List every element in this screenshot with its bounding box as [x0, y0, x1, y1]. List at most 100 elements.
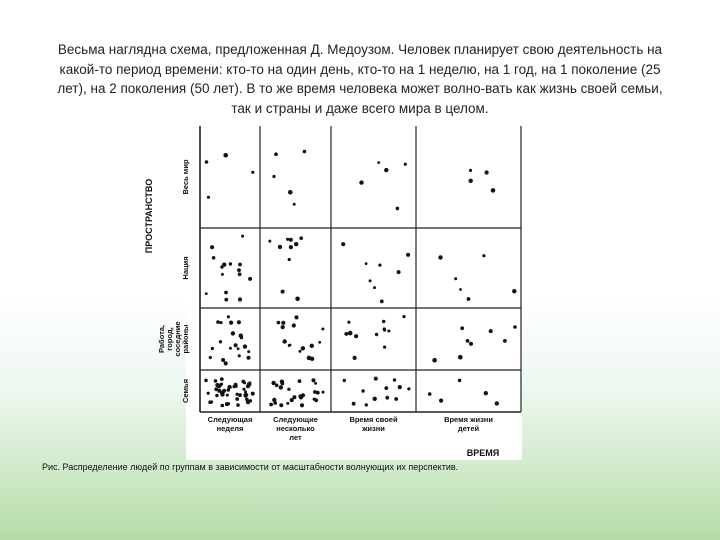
person-dot — [347, 330, 353, 336]
person-dot — [407, 387, 411, 391]
column-label: Время своей — [349, 415, 398, 424]
person-dot — [208, 400, 212, 405]
person-dot — [280, 381, 285, 386]
person-dot — [512, 289, 517, 294]
person-dot — [242, 387, 246, 391]
person-dot — [454, 277, 458, 281]
person-dot — [314, 398, 319, 403]
person-dot — [468, 341, 474, 346]
row-label: город, — [165, 327, 174, 351]
person-dot — [219, 390, 225, 395]
person-dot — [224, 290, 228, 295]
row-label: районы — [181, 325, 190, 354]
person-dot — [513, 325, 517, 329]
person-dot — [397, 385, 402, 390]
person-dot — [210, 245, 215, 250]
column-label: лет — [289, 433, 302, 442]
person-dot — [226, 402, 231, 406]
column-label: детей — [458, 424, 480, 433]
row-label: Нация — [181, 256, 190, 279]
person-dot — [298, 349, 302, 353]
person-dot — [245, 384, 251, 389]
row-label: Весь мир — [181, 159, 190, 195]
person-dot — [276, 320, 281, 325]
column-label: Время жизни — [444, 415, 493, 424]
person-dot — [217, 384, 221, 389]
person-dot — [272, 397, 277, 403]
person-dot — [225, 393, 229, 397]
person-dot — [468, 168, 473, 172]
person-dot — [351, 401, 356, 406]
figure-caption: Рис. Распределение людей по группам в за… — [42, 462, 459, 472]
person-dot — [352, 355, 357, 360]
figure-background — [186, 126, 522, 460]
person-dot — [277, 244, 283, 250]
dots-layer — [204, 149, 517, 408]
person-dot — [395, 206, 400, 211]
person-dot — [302, 149, 307, 154]
person-dot — [295, 296, 300, 302]
person-dot — [384, 167, 389, 173]
person-dot — [211, 256, 216, 260]
person-dot — [274, 383, 279, 388]
person-dot — [427, 392, 432, 396]
person-dot — [279, 403, 284, 408]
person-dot — [372, 396, 377, 401]
person-dot — [241, 234, 245, 238]
person-dot — [208, 355, 212, 360]
person-dot — [269, 402, 273, 407]
person-dot — [383, 345, 387, 349]
person-dot — [223, 153, 228, 158]
person-dot — [364, 403, 368, 407]
person-dot — [244, 390, 248, 394]
person-dot — [438, 255, 443, 260]
person-dot — [457, 378, 462, 383]
person-dot — [313, 390, 317, 394]
person-dot — [281, 320, 286, 325]
person-dot — [216, 320, 220, 324]
person-dot — [273, 401, 277, 405]
person-dot — [280, 289, 285, 294]
person-dot — [218, 340, 223, 344]
person-dot — [247, 350, 251, 354]
person-dot — [280, 325, 285, 330]
person-dot — [235, 392, 239, 396]
person-dot — [248, 381, 252, 385]
column-label: Следующая — [208, 415, 253, 424]
person-dot — [226, 315, 230, 319]
person-dot — [237, 297, 243, 302]
distribution-diagram: Весь мир Нация Работа, город, соседние районы… — [144, 126, 522, 460]
person-dot — [288, 343, 292, 347]
person-dot — [465, 339, 470, 343]
person-dot — [299, 403, 305, 408]
person-dot — [237, 354, 241, 358]
person-dot — [396, 270, 401, 275]
y-axis-title: ПРОСТРАНСТВО — [144, 179, 154, 253]
person-dot — [220, 403, 225, 408]
person-dot — [488, 329, 493, 334]
person-dot — [229, 320, 234, 325]
person-dot — [204, 292, 208, 295]
person-dot — [378, 263, 382, 267]
person-dot — [294, 315, 299, 320]
person-dot — [286, 237, 290, 241]
person-dot — [214, 387, 219, 392]
person-dot — [219, 321, 223, 325]
person-dot — [402, 315, 406, 319]
person-dot — [342, 378, 346, 383]
column-label: жизни — [361, 424, 385, 433]
person-dot — [228, 346, 232, 350]
person-dot — [282, 339, 287, 344]
person-dot — [311, 378, 316, 383]
person-dot — [228, 262, 233, 266]
column-label: неделя — [217, 424, 244, 433]
person-dot — [246, 355, 251, 360]
person-dot — [297, 379, 302, 383]
person-dot — [354, 334, 359, 339]
person-dot — [288, 237, 293, 242]
column-label: Следующие — [273, 415, 318, 424]
person-dot — [299, 236, 303, 240]
person-dot — [219, 377, 224, 381]
person-dot — [347, 320, 351, 324]
